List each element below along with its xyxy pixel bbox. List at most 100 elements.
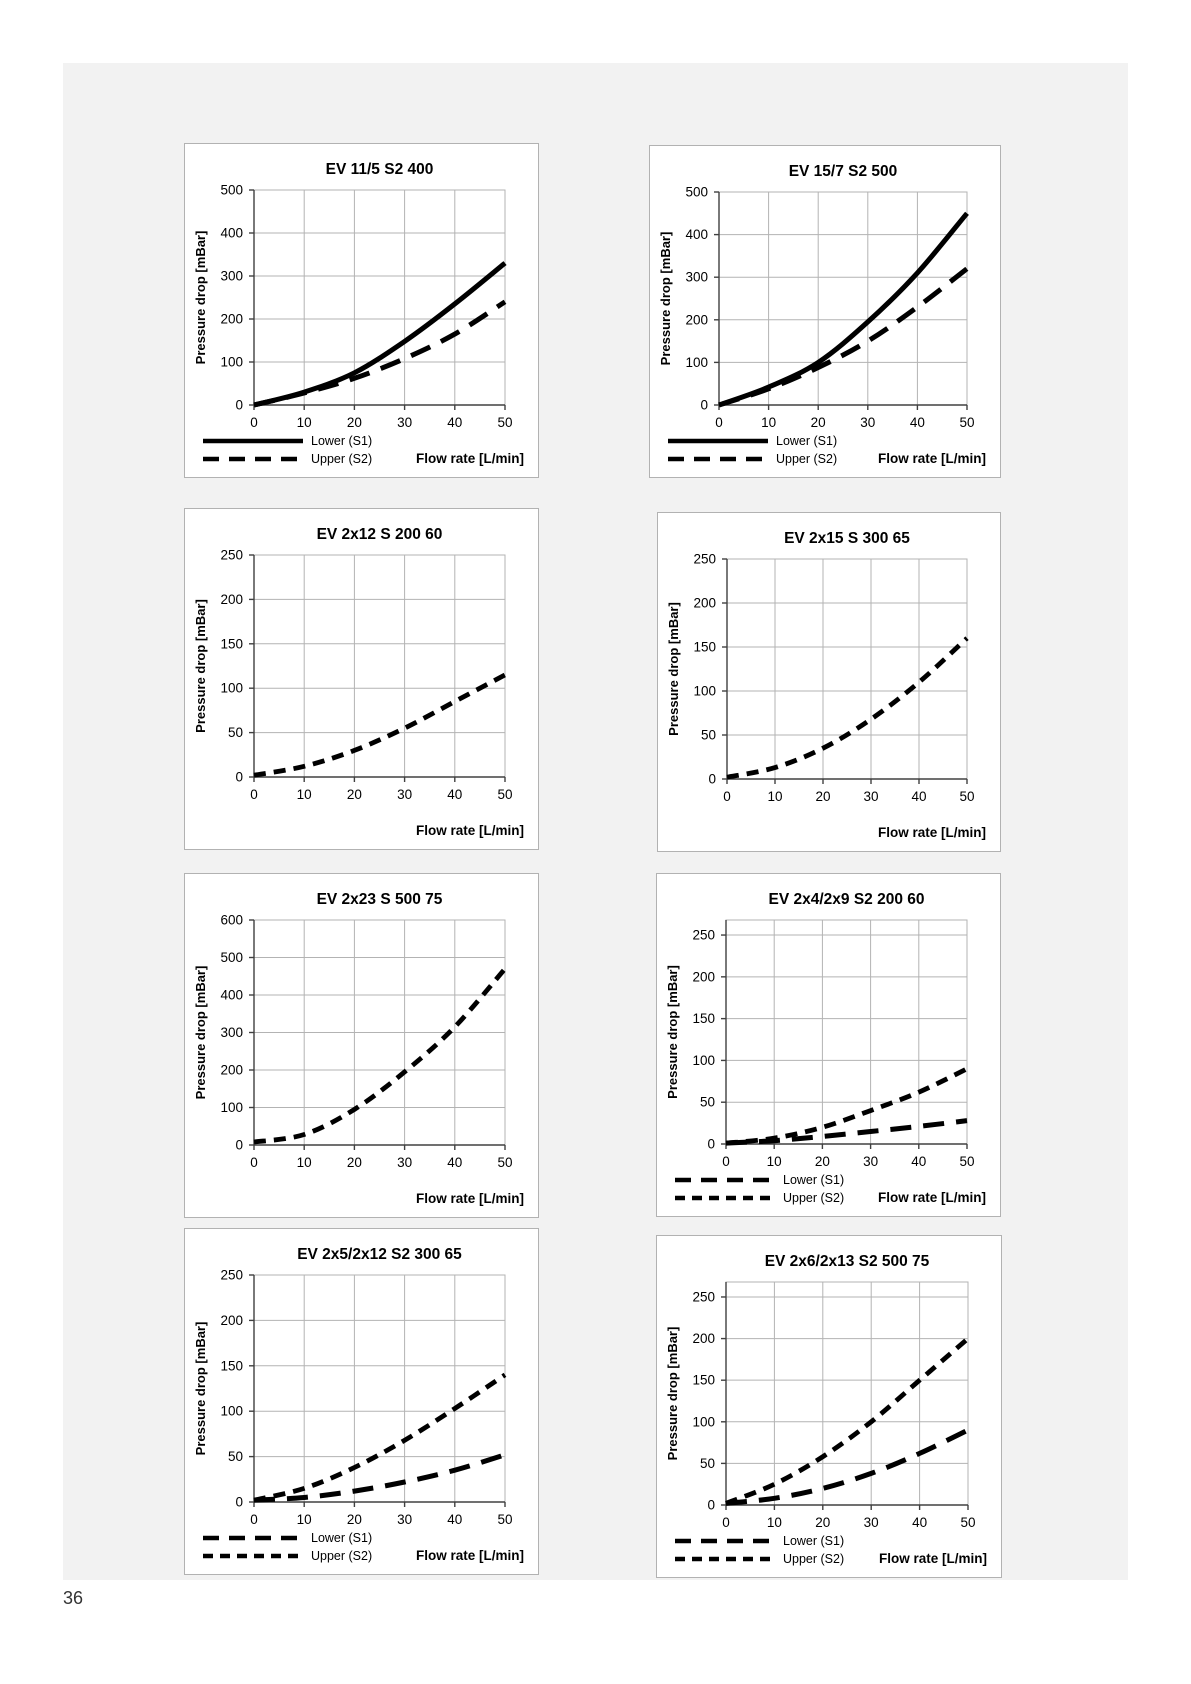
plot-border <box>725 1281 969 1506</box>
x-tick-label: 50 <box>959 415 974 430</box>
y-tick-label: 300 <box>685 270 708 285</box>
x-tick-label: 10 <box>297 415 312 430</box>
y-tick-label: 150 <box>220 636 243 651</box>
y-tick-label: 100 <box>693 684 716 699</box>
legend-label: Lower (S1) <box>783 1173 844 1187</box>
plot-border <box>725 919 968 1145</box>
y-tick-label: 100 <box>220 681 243 696</box>
chart-ev-2x12-s-200-60: EV 2x12 S 200 60 0 50 100 150 200 250 0 10 20 30 40… <box>184 508 539 850</box>
x-axis-label: Flow rate [L/min] <box>878 825 986 840</box>
series-curve <box>718 211 969 408</box>
y-tick-label: 300 <box>220 269 243 284</box>
x-tick-label: 0 <box>250 787 258 802</box>
legend-label: Lower (S1) <box>311 1531 372 1545</box>
x-tick-label: 20 <box>347 787 362 802</box>
x-axis-label: Flow rate [L/min] <box>878 451 986 466</box>
y-tick-label: 200 <box>220 312 243 327</box>
series-curve <box>253 261 507 408</box>
x-tick-label: 40 <box>447 787 462 802</box>
x-tick-label: 40 <box>447 1155 462 1170</box>
x-tick-label: 0 <box>715 415 723 430</box>
x-tick-label: 30 <box>863 1154 878 1169</box>
x-tick-label: 40 <box>910 415 925 430</box>
series-curve <box>253 1452 506 1503</box>
y-tick-label: 200 <box>220 1313 243 1328</box>
y-tick-label: 0 <box>235 1495 243 1510</box>
x-tick-label: 0 <box>723 789 731 804</box>
legend-label: Upper (S2) <box>311 1549 372 1563</box>
x-tick-label: 0 <box>250 1155 258 1170</box>
y-axis-label: Pressure drop [mBar] <box>193 231 208 365</box>
x-tick-label: 30 <box>860 415 875 430</box>
y-tick-label: 200 <box>692 1331 715 1346</box>
chart-ev-2x6-2x13-s2-500-75: EV 2x6/2x13 S2 500 75 0 50 100 150 200 250 0 10 2… <box>656 1235 1002 1578</box>
x-axis-label: Flow rate [L/min] <box>878 1190 986 1205</box>
y-tick-label: 250 <box>220 548 243 563</box>
y-tick-label: 0 <box>708 772 716 787</box>
chart-title: EV 2x4/2x9 S2 200 60 <box>769 891 925 908</box>
page-number: 36 <box>63 1588 84 1608</box>
x-tick-label: 20 <box>347 1512 362 1527</box>
x-tick-label: 10 <box>297 787 312 802</box>
chart-ev-11-5-s2-400: EV 11/5 S2 400 0 100 200 300 400 500 0 10 20 30 40 5… <box>184 143 539 478</box>
series-curve <box>718 266 969 408</box>
x-tick-label: 40 <box>447 415 462 430</box>
x-axis-label: Flow rate [L/min] <box>879 1551 987 1566</box>
y-tick-label: 50 <box>700 1095 715 1110</box>
x-tick-label: 20 <box>811 415 826 430</box>
chart-ev-2x4-2x9-s2-200-60: EV 2x4/2x9 S2 200 60 0 50 100 150 200 250 0 10 20… <box>656 873 1001 1217</box>
y-tick-label: 100 <box>220 355 243 370</box>
chart-title: EV 2x23 S 500 75 <box>317 891 443 908</box>
y-tick-label: 200 <box>693 596 716 611</box>
y-tick-label: 200 <box>220 1063 243 1078</box>
chart-ev-2x23-s-500-75: EV 2x23 S 500 75 0 100 200 300 400 500 600 0 10 20… <box>184 873 539 1218</box>
series-curve <box>725 1427 970 1506</box>
y-tick-label: 0 <box>707 1137 715 1152</box>
plot-border <box>253 189 506 406</box>
x-axis-label: Flow rate [L/min] <box>416 451 524 466</box>
y-tick-label: 100 <box>220 1404 243 1419</box>
legend-label: Upper (S2) <box>311 452 372 466</box>
x-tick-label: 50 <box>497 1512 512 1527</box>
x-tick-label: 20 <box>347 1155 362 1170</box>
x-tick-label: 10 <box>767 1515 782 1530</box>
x-tick-label: 40 <box>447 1512 462 1527</box>
y-tick-label: 0 <box>707 1498 715 1513</box>
x-axis-label: Flow rate [L/min] <box>416 823 524 838</box>
x-tick-label: 10 <box>767 1154 782 1169</box>
x-tick-label: 0 <box>250 415 258 430</box>
y-tick-label: 250 <box>692 928 715 943</box>
plot-border <box>253 554 506 778</box>
chart-title: EV 2x15 S 300 65 <box>784 530 910 547</box>
x-tick-label: 0 <box>722 1154 730 1169</box>
y-axis-label: Pressure drop [mBar] <box>193 966 208 1100</box>
y-axis-label: Pressure drop [mBar] <box>193 1322 208 1456</box>
legend-label: Upper (S2) <box>783 1552 844 1566</box>
y-tick-label: 400 <box>220 988 243 1003</box>
chart-title: EV 15/7 S2 500 <box>789 163 898 180</box>
y-tick-label: 250 <box>693 552 716 567</box>
chart-ev-2x15-s-300-65: EV 2x15 S 300 65 0 50 100 150 200 250 0 10 20 30 40… <box>657 512 1001 852</box>
y-tick-label: 100 <box>692 1414 715 1429</box>
x-tick-label: 40 <box>912 1515 927 1530</box>
y-tick-label: 100 <box>692 1053 715 1068</box>
x-axis-label: Flow rate [L/min] <box>416 1191 524 1206</box>
legend-label: Lower (S1) <box>311 434 372 448</box>
x-tick-label: 40 <box>911 1154 926 1169</box>
x-tick-label: 10 <box>761 415 776 430</box>
x-tick-label: 30 <box>397 787 412 802</box>
y-tick-label: 500 <box>220 183 243 198</box>
y-axis-label: Pressure drop [mBar] <box>193 599 208 733</box>
series-curve <box>725 1336 970 1506</box>
chart-ev-2x5-2x12-s2-300-65: EV 2x5/2x12 S2 300 65 0 50 100 150 200 250 0 10 2… <box>184 1228 539 1575</box>
x-tick-label: 10 <box>297 1155 312 1170</box>
series-curve <box>253 967 507 1145</box>
series-curve <box>253 299 507 408</box>
y-tick-label: 50 <box>228 1449 243 1464</box>
x-tick-label: 30 <box>863 789 878 804</box>
x-tick-label: 0 <box>250 1512 258 1527</box>
y-tick-label: 500 <box>220 950 243 965</box>
y-axis-label: Pressure drop [mBar] <box>658 232 673 366</box>
legend-label: Lower (S1) <box>776 434 837 448</box>
y-tick-label: 150 <box>693 640 716 655</box>
